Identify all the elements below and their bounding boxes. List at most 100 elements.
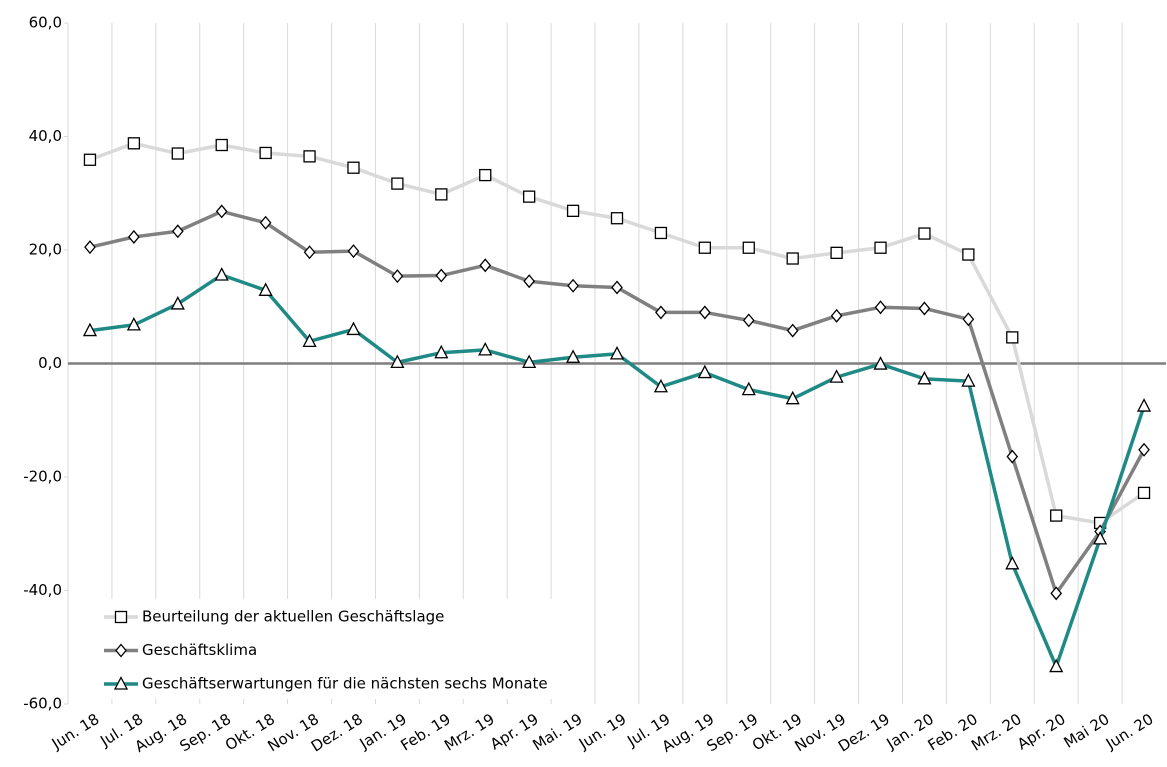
marker — [84, 240, 96, 255]
marker — [609, 345, 625, 360]
marker — [171, 224, 184, 239]
marker — [259, 215, 272, 230]
marker — [128, 229, 140, 244]
marker — [434, 344, 449, 359]
marker — [962, 312, 975, 327]
marker — [215, 204, 228, 219]
marker — [302, 333, 317, 348]
marker — [1050, 586, 1063, 601]
marker — [741, 381, 756, 396]
legend-label: Geschäftsklima — [142, 641, 257, 659]
marker — [1138, 442, 1150, 457]
series-line — [89, 209, 1146, 596]
marker — [830, 308, 843, 323]
marker — [786, 323, 799, 338]
marker — [391, 177, 404, 190]
marker — [1093, 530, 1108, 545]
x-tick-label: Mai 20 — [1061, 710, 1113, 752]
y-tick-label: 0,0 — [38, 354, 62, 372]
marker — [435, 188, 448, 201]
legend-marker — [114, 610, 128, 624]
legend-marker — [113, 676, 129, 690]
marker — [918, 301, 931, 316]
marker — [170, 296, 185, 310]
marker — [566, 349, 581, 363]
marker — [347, 244, 360, 259]
marker — [523, 190, 536, 203]
marker — [1137, 486, 1151, 500]
marker — [1050, 509, 1063, 522]
legend-marker — [115, 643, 127, 658]
marker — [1136, 398, 1152, 412]
marker — [610, 212, 624, 225]
y-tick-label: 40,0 — [29, 127, 62, 145]
marker — [303, 150, 316, 163]
marker — [654, 226, 668, 240]
x-tick-label: Apr. 20 — [1014, 710, 1069, 753]
marker — [655, 305, 667, 320]
legend-box — [92, 599, 572, 699]
marker — [653, 378, 668, 393]
legend-label: Beurteilung der aktuellen Geschäftslage — [142, 608, 444, 626]
marker — [698, 241, 711, 254]
marker — [215, 138, 228, 152]
marker — [303, 245, 316, 260]
x-tick-label: Jun. 20 — [1102, 710, 1157, 753]
marker — [829, 369, 844, 383]
marker — [346, 321, 361, 336]
marker — [478, 341, 493, 356]
marker — [522, 354, 537, 369]
marker — [611, 280, 623, 295]
marker — [786, 252, 799, 265]
marker — [1006, 331, 1019, 344]
marker — [1006, 449, 1019, 464]
x-tick-label: Mrz. 19 — [441, 710, 498, 755]
marker — [962, 248, 975, 261]
x-tick-label: Jun. 19 — [575, 710, 630, 753]
x-tick-label: Sep. 18 — [176, 710, 234, 755]
marker — [918, 227, 931, 240]
marker — [127, 137, 141, 150]
marker — [873, 356, 888, 370]
marker — [214, 267, 229, 281]
series-line — [89, 141, 1146, 525]
x-tick-label: Mrz. 20 — [968, 710, 1025, 755]
marker — [697, 364, 712, 379]
marker — [567, 278, 579, 293]
marker — [390, 354, 405, 369]
marker — [347, 161, 360, 174]
marker — [742, 313, 755, 328]
marker — [171, 147, 184, 160]
legend: Beurteilung der aktuellen Geschäftslage G… — [92, 599, 572, 699]
marker — [258, 282, 273, 296]
marker — [259, 146, 272, 160]
y-tick-label: 20,0 — [29, 241, 62, 259]
marker — [435, 268, 448, 283]
marker — [523, 274, 536, 289]
marker — [1005, 555, 1020, 570]
y-tick-label: 60,0 — [29, 14, 62, 32]
legend-label: Geschäftserwartungen für die nächsten se… — [142, 675, 548, 693]
marker — [874, 241, 887, 254]
x-tick-label: Mai. 19 — [529, 710, 585, 754]
marker — [83, 153, 97, 166]
marker — [391, 269, 404, 284]
marker — [961, 373, 976, 387]
marker — [82, 322, 98, 337]
marker — [742, 241, 755, 254]
y-tick-label: -40,0 — [23, 581, 62, 599]
y-tick-label: -60,0 — [23, 695, 62, 713]
marker — [479, 258, 492, 273]
marker — [785, 390, 800, 405]
marker — [830, 246, 843, 259]
marker — [126, 317, 141, 331]
marker — [874, 300, 887, 315]
marker — [917, 370, 932, 385]
marker — [1049, 658, 1064, 673]
marker — [479, 168, 492, 182]
marker — [698, 305, 711, 320]
y-tick-label: -20,0 — [23, 468, 62, 486]
marker — [566, 204, 580, 217]
x-tick-label: Jun. 18 — [48, 710, 103, 753]
